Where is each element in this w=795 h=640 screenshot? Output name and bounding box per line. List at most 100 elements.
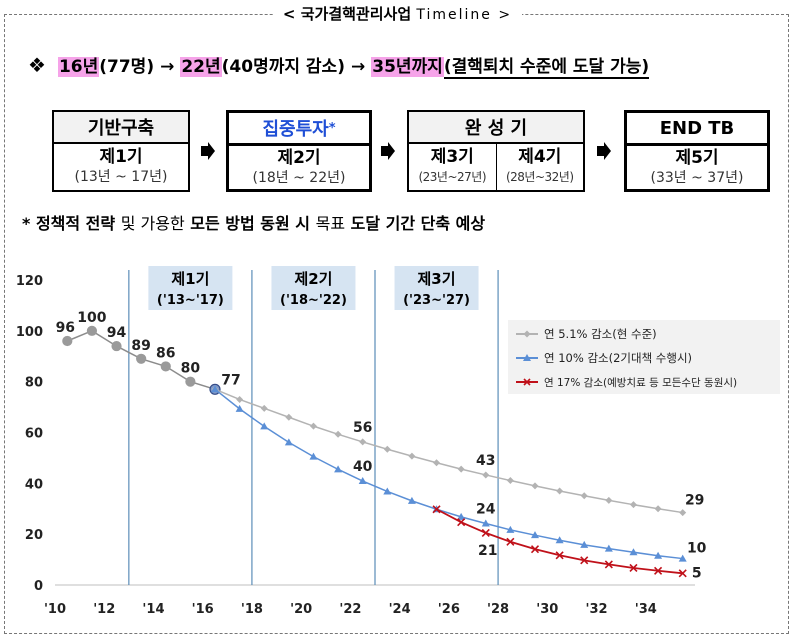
phase-box-years: ('13~'17): [157, 293, 224, 308]
y-tick-label: 20: [25, 528, 43, 543]
x-tick-label: '12: [93, 602, 115, 617]
series-current-point: [457, 465, 465, 473]
series-10pct-point: [260, 422, 269, 430]
series-17pct-point: [481, 528, 490, 537]
series-current-point: [433, 459, 441, 467]
data-label: 94: [107, 325, 127, 341]
series-10pct-line: [214, 388, 683, 560]
x-tick-label: '24: [389, 602, 411, 617]
right-arrow-icon: [597, 142, 611, 160]
data-label: 89: [131, 338, 150, 354]
series-10pct-point: [334, 465, 343, 473]
stage-completion: 완 성 기 제3기 (23년~27년) 제4기 (28년~32년): [407, 110, 585, 192]
series-17pct-point: [530, 545, 540, 554]
y-tick-label: 100: [16, 325, 43, 340]
series-10pct-point: [555, 536, 564, 544]
series-10pct-point: [284, 438, 293, 446]
x-tick-label: '26: [438, 602, 460, 617]
data-label: 24: [476, 501, 496, 517]
phase-years: (18년 ~ 22년): [252, 170, 346, 186]
series-current-point: [359, 438, 367, 446]
note-part: 및 가용한: [120, 214, 185, 233]
stage-title: END TB: [627, 113, 767, 146]
series-10pct-point: [358, 477, 367, 485]
series-10pct-point: [235, 404, 244, 412]
series-current-point: [334, 430, 342, 438]
y-tick-label: 120: [16, 274, 43, 289]
data-label: 43: [476, 453, 495, 469]
phase-box-title: 제2기: [294, 270, 332, 288]
phase-name: 제5기: [675, 148, 719, 168]
data-label: 77: [221, 372, 240, 388]
phase-years: (13년 ~ 17년): [74, 169, 168, 185]
note-part: 정책적 전략: [35, 214, 116, 233]
series-current-point: [556, 487, 564, 495]
headline-year-2022: 22년: [180, 57, 222, 77]
stage-intensive-investment: 집중투자 * 제2기 (18년 ~ 22년): [226, 110, 372, 192]
headline-2035-goal: (결핵퇴치 수준에 도달 가능): [443, 57, 650, 79]
legend-box: [508, 320, 780, 394]
series-current-point: [654, 505, 662, 513]
phase-box-title: 제1기: [171, 270, 209, 288]
series-current-point: [629, 501, 637, 509]
series-current-point: [482, 471, 490, 479]
title-timeline: Timeline >: [416, 7, 513, 23]
data-label: 86: [156, 345, 175, 361]
data-label: 80: [181, 361, 201, 377]
phase-years: (28년~32년): [505, 170, 574, 184]
series-current-line: [214, 388, 683, 514]
actual-data-point: [136, 353, 147, 364]
phase-name: 제2기: [277, 148, 321, 168]
x-tick-label: '34: [635, 602, 657, 617]
x-tick-label: '30: [536, 602, 558, 617]
series-current-point: [605, 496, 613, 504]
data-label: 100: [77, 310, 106, 326]
stage-title: 기반구축: [54, 112, 188, 144]
legend-label: 연 5.1% 감소(현 수준): [544, 327, 657, 341]
series-current-point: [506, 477, 514, 485]
diamond-bullet-icon: ❖: [28, 53, 46, 77]
phase-name: 제1기: [99, 147, 143, 167]
y-tick-label: 60: [25, 427, 43, 442]
series-current-point: [679, 509, 687, 517]
series-17pct-point: [432, 505, 441, 514]
phase-box-years: ('23~'27): [403, 293, 470, 308]
right-arrow-icon: [201, 142, 215, 160]
data-label: 10: [687, 541, 707, 557]
asterisk-mark: *: [328, 120, 336, 136]
series-10pct-point: [678, 554, 687, 562]
actual-data-point: [111, 340, 122, 352]
series-10pct-point: [383, 487, 392, 495]
data-label: 21: [478, 543, 497, 559]
y-tick-label: 40: [25, 477, 43, 492]
series-17pct-point: [678, 569, 687, 578]
series-current-point: [408, 452, 416, 460]
series-17pct-point: [580, 556, 589, 565]
headline-2022-count: (40명까지 감소): [221, 57, 345, 77]
stage-foundation: 기반구축 제1기 (13년 ~ 17년): [52, 110, 190, 192]
phase-name: 제4기: [518, 147, 562, 167]
headline-2016-count: (77명): [99, 57, 155, 77]
phase-box-years: ('18~'22): [280, 293, 347, 308]
phase-box: [148, 266, 233, 310]
headline-year-2035: 35년까지: [371, 57, 444, 77]
x-tick-label: '10: [44, 602, 66, 617]
legend-marker: [523, 330, 531, 338]
series-17pct-point: [629, 563, 638, 573]
note-part: 도달 기간 단축 예상: [350, 214, 486, 233]
phase-box: [271, 266, 356, 310]
data-label: 96: [56, 320, 75, 336]
y-tick-label: 80: [25, 376, 43, 391]
note-part: 목표: [315, 214, 346, 233]
series-10pct-point: [654, 551, 663, 559]
series-17pct-point: [604, 560, 613, 569]
note-part: 모든 방법 동원 시: [190, 214, 311, 233]
x-tick-label: '16: [192, 602, 214, 617]
y-tick-label: 0: [34, 579, 43, 594]
series-current-point: [580, 492, 588, 500]
x-tick-label: '14: [142, 602, 164, 617]
series-current-point: [285, 413, 293, 421]
x-tick-label: '18: [241, 602, 263, 617]
data-label: 29: [685, 493, 704, 509]
data-label: 56: [353, 420, 372, 436]
